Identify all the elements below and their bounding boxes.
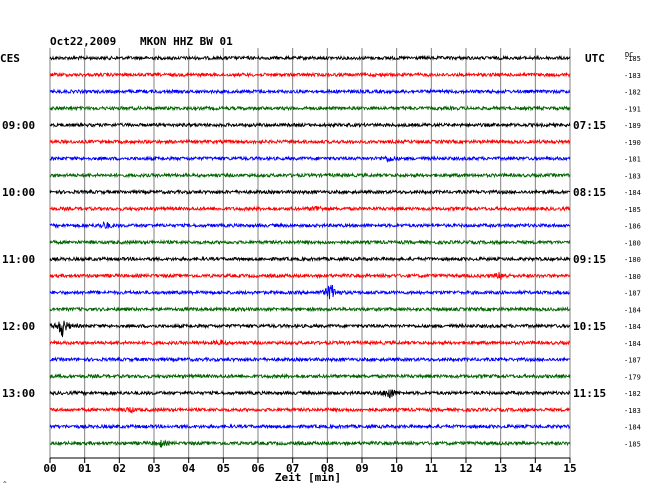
seismic-trace (49, 439, 571, 449)
seismic-traces (49, 54, 571, 449)
seismic-trace (49, 71, 571, 79)
dc-offset-value: -186 (624, 223, 641, 231)
dc-offset-value: -184 (624, 306, 641, 314)
seismic-trace (49, 239, 571, 246)
utc-time-label: 09:15 (573, 253, 606, 266)
dc-offset-value: -180 (624, 239, 641, 247)
seismic-trace (49, 372, 571, 380)
dc-offset-value: -190 (624, 139, 641, 147)
seismic-trace (49, 255, 571, 263)
dc-offset-value: -179 (624, 373, 641, 381)
x-tick-label: 10 (390, 462, 403, 475)
x-tick-label: 14 (529, 462, 543, 475)
seismic-trace (49, 284, 571, 300)
x-tick-label: 09 (355, 462, 368, 475)
local-time-labels: 09:00 10:00 11:00 12:00 13:00 (2, 119, 35, 400)
dc-offset-value: -185 (624, 206, 641, 214)
seismic-trace (49, 171, 571, 179)
seismic-trace (49, 205, 571, 213)
seismic-trace (49, 356, 571, 363)
local-time-label: 13:00 (2, 387, 35, 400)
dc-label: DC (625, 51, 633, 59)
x-axis-label: Zeit [min] (275, 471, 341, 484)
utc-time-label: 07:15 (573, 119, 606, 132)
utc-time-label: 08:15 (573, 186, 606, 199)
seismic-trace (49, 155, 571, 163)
dc-offset-value: -180 (624, 256, 641, 264)
seismic-trace (49, 138, 571, 146)
dc-offset-value: -187 (624, 357, 641, 365)
recording-date: Oct22,2009 (50, 35, 116, 48)
left-zone-label: CES (0, 52, 20, 65)
seismic-trace (49, 305, 571, 313)
utc-time-label: 10:15 (573, 320, 606, 333)
x-tick-label: 03 (147, 462, 160, 475)
x-tick-label: 04 (182, 462, 196, 475)
x-tick-label: 00 (43, 462, 56, 475)
local-time-label: 10:00 (2, 186, 35, 199)
dc-offset-value: -184 (624, 340, 641, 348)
dc-offset-value: -191 (624, 105, 641, 113)
x-tick-label: 06 (251, 462, 265, 475)
local-time-label: 11:00 (2, 253, 35, 266)
local-time-label: 09:00 (2, 119, 35, 132)
seismic-trace (49, 88, 571, 95)
dc-offset-value: -183 (624, 407, 641, 415)
dc-offset-value: -180 (624, 273, 641, 281)
dc-offset-value: -184 (624, 323, 641, 331)
x-tick-label: 01 (78, 462, 92, 475)
station-name: MKON HHZ BW 01 (140, 35, 233, 48)
seismic-trace (49, 188, 571, 196)
dc-offset-value: -184 (624, 189, 641, 197)
x-tick-label: 02 (113, 462, 126, 475)
dc-offset-value: -189 (624, 122, 641, 130)
dc-offset-labels: -185 -183 -182 -191 -189 -190 -181 -183 -184 -185… (624, 55, 641, 448)
seismic-trace (49, 104, 571, 112)
minute-grid (49, 48, 571, 458)
utc-time-label: 11:15 (573, 387, 606, 400)
seismic-trace (49, 423, 571, 430)
x-tick-label: 15 (563, 462, 576, 475)
corner-mark: ^ (3, 481, 7, 488)
seismic-trace (49, 320, 571, 338)
x-axis-ticks: 00 01 02 03 04 05 06 07 08 09 10 11 12 13 14 15 (43, 458, 577, 475)
seismic-trace (49, 406, 571, 415)
dc-offset-value: -187 (624, 290, 641, 298)
dc-offset-value: -182 (624, 89, 641, 97)
x-tick-label: 13 (494, 462, 507, 475)
seismic-trace (49, 271, 571, 281)
local-time-label: 12:00 (2, 320, 35, 333)
dc-offset-value: -182 (624, 390, 641, 398)
dc-offset-value: -185 (624, 55, 641, 63)
x-tick-label: 08 (321, 462, 334, 475)
x-tick-label: 07 (286, 462, 299, 475)
dc-offset-value: -183 (624, 172, 641, 180)
dc-offset-value: -183 (624, 72, 641, 80)
seismic-trace (49, 339, 571, 347)
seismic-trace (49, 121, 571, 129)
dc-offset-value: -185 (624, 440, 641, 448)
dc-offset-value: -181 (624, 156, 641, 164)
dc-offset-value: -184 (624, 424, 641, 432)
x-tick-label: 11 (425, 462, 439, 475)
seismic-trace (49, 220, 571, 229)
right-zone-label: UTC (585, 52, 605, 65)
seismic-trace (49, 54, 571, 62)
x-tick-label: 05 (217, 462, 230, 475)
seismic-trace (49, 389, 571, 399)
x-tick-label: 12 (459, 462, 472, 475)
utc-time-labels: 07:15 08:15 09:15 10:15 11:15 (573, 119, 606, 400)
